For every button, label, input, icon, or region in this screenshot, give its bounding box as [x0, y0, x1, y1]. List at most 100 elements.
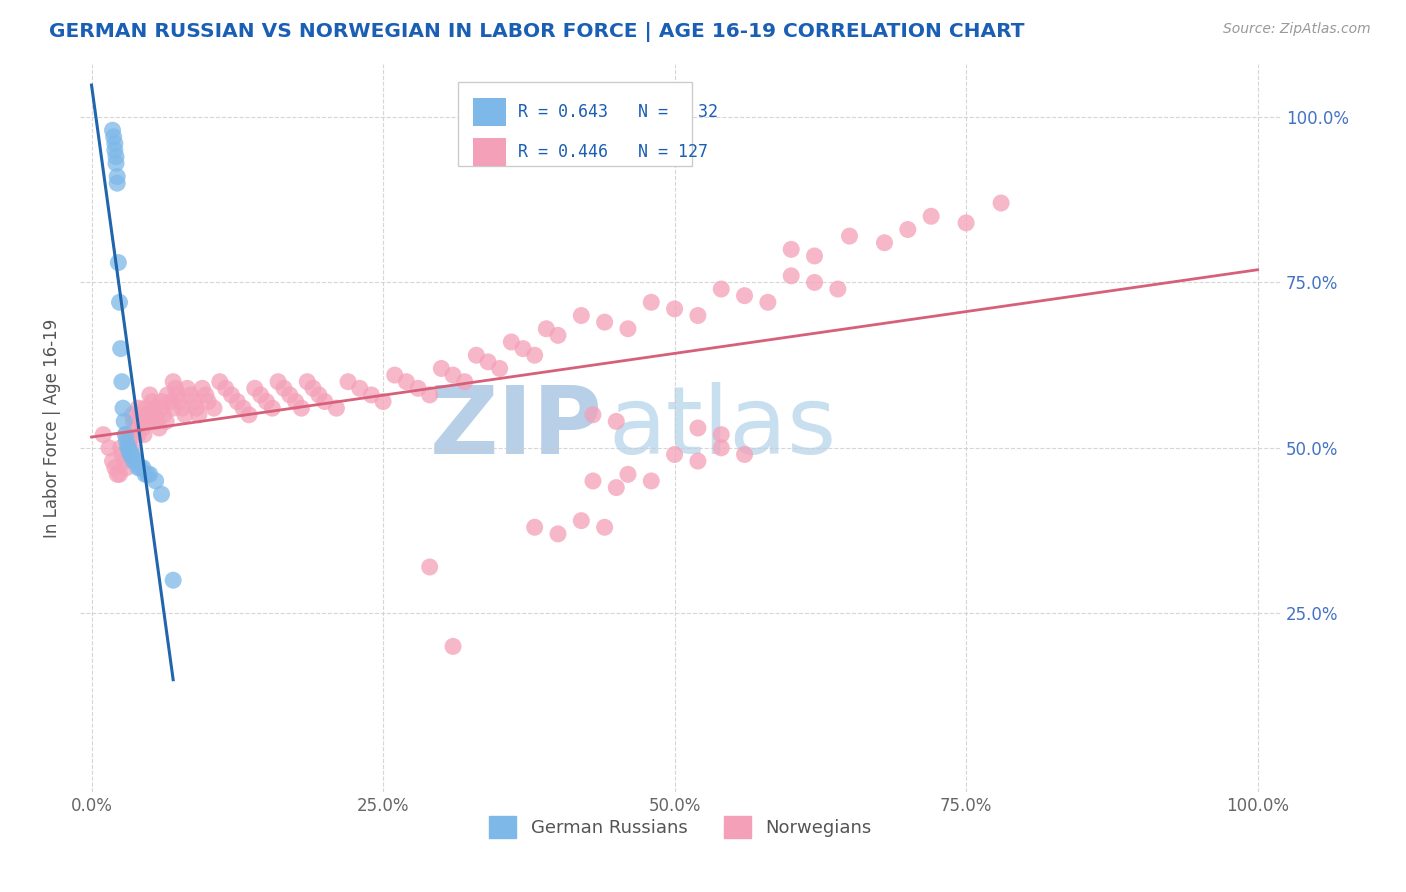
Point: [734, 288, 756, 302]
Point: [454, 375, 477, 389]
Point: [115, 427, 138, 442]
Point: [104, 143, 127, 157]
Point: [139, 414, 162, 428]
Legend: German Russians, Norwegians: German Russians, Norwegians: [482, 808, 879, 845]
Point: [605, 481, 627, 495]
Point: [297, 375, 319, 389]
Point: [243, 381, 266, 395]
Point: [150, 401, 173, 416]
Point: [395, 375, 418, 389]
Point: [197, 394, 219, 409]
Point: [111, 448, 134, 462]
Point: [134, 467, 156, 482]
Point: [238, 408, 260, 422]
Point: [617, 467, 640, 482]
Point: [108, 467, 131, 482]
Point: [139, 388, 162, 402]
Point: [110, 342, 132, 356]
Point: [110, 441, 132, 455]
Point: [105, 156, 128, 170]
Point: [125, 421, 148, 435]
Point: [125, 454, 148, 468]
Point: [121, 408, 143, 422]
Point: [371, 394, 394, 409]
Point: [617, 322, 640, 336]
Point: [593, 520, 616, 534]
Point: [232, 401, 254, 416]
Point: [827, 282, 849, 296]
Point: [165, 381, 187, 395]
Point: [523, 520, 546, 534]
Point: [173, 408, 195, 422]
Point: [256, 394, 278, 409]
Point: [897, 222, 920, 236]
Point: [145, 408, 167, 422]
Point: [132, 460, 155, 475]
Point: [582, 474, 605, 488]
Point: [115, 460, 138, 475]
Point: [780, 243, 803, 257]
Point: [441, 368, 464, 382]
Point: [103, 129, 125, 144]
Point: [419, 560, 441, 574]
Point: [186, 401, 208, 416]
Point: [114, 427, 136, 442]
Point: [162, 375, 184, 389]
Point: [132, 427, 155, 442]
Point: [214, 381, 236, 395]
Point: [686, 309, 709, 323]
Point: [118, 448, 141, 462]
Point: [120, 448, 142, 462]
Point: [990, 196, 1012, 211]
Point: [780, 268, 803, 283]
Point: [593, 315, 616, 329]
Point: [803, 249, 825, 263]
Point: [501, 334, 523, 349]
Point: [166, 388, 188, 402]
Point: [249, 388, 271, 402]
Point: [187, 408, 209, 422]
Point: [120, 441, 142, 455]
Point: [153, 408, 176, 422]
Point: [920, 209, 942, 223]
Point: [465, 348, 488, 362]
Point: [112, 414, 135, 428]
Point: [159, 394, 181, 409]
Point: [191, 381, 214, 395]
Text: GERMAN RUSSIAN VS NORWEGIAN IN LABOR FORCE | AGE 16-19 CORRELATION CHART: GERMAN RUSSIAN VS NORWEGIAN IN LABOR FOR…: [49, 22, 1025, 42]
Point: [314, 394, 336, 409]
Point: [121, 448, 143, 462]
Text: Source: ZipAtlas.com: Source: ZipAtlas.com: [1223, 22, 1371, 37]
Point: [569, 514, 592, 528]
Point: [127, 427, 149, 442]
Text: atlas: atlas: [609, 382, 837, 474]
Point: [441, 640, 464, 654]
Point: [640, 474, 662, 488]
Point: [131, 414, 153, 428]
Point: [112, 454, 135, 468]
Point: [734, 448, 756, 462]
Point: [582, 408, 605, 422]
Point: [176, 381, 198, 395]
Point: [145, 474, 167, 488]
Point: [146, 414, 169, 428]
FancyBboxPatch shape: [472, 98, 506, 126]
Y-axis label: In Labor Force | Age 16-19: In Labor Force | Age 16-19: [44, 318, 60, 538]
Point: [640, 295, 662, 310]
Point: [101, 454, 124, 468]
Point: [419, 388, 441, 402]
Point: [284, 394, 307, 409]
Point: [221, 388, 243, 402]
Point: [118, 434, 141, 449]
Point: [710, 427, 733, 442]
Text: R = 0.446   N = 127: R = 0.446 N = 127: [519, 144, 709, 161]
Point: [111, 375, 134, 389]
Point: [278, 388, 301, 402]
Point: [129, 460, 152, 475]
Point: [710, 441, 733, 455]
Point: [105, 467, 128, 482]
Point: [132, 421, 155, 435]
Point: [430, 361, 453, 376]
Point: [115, 434, 138, 449]
Point: [838, 229, 860, 244]
